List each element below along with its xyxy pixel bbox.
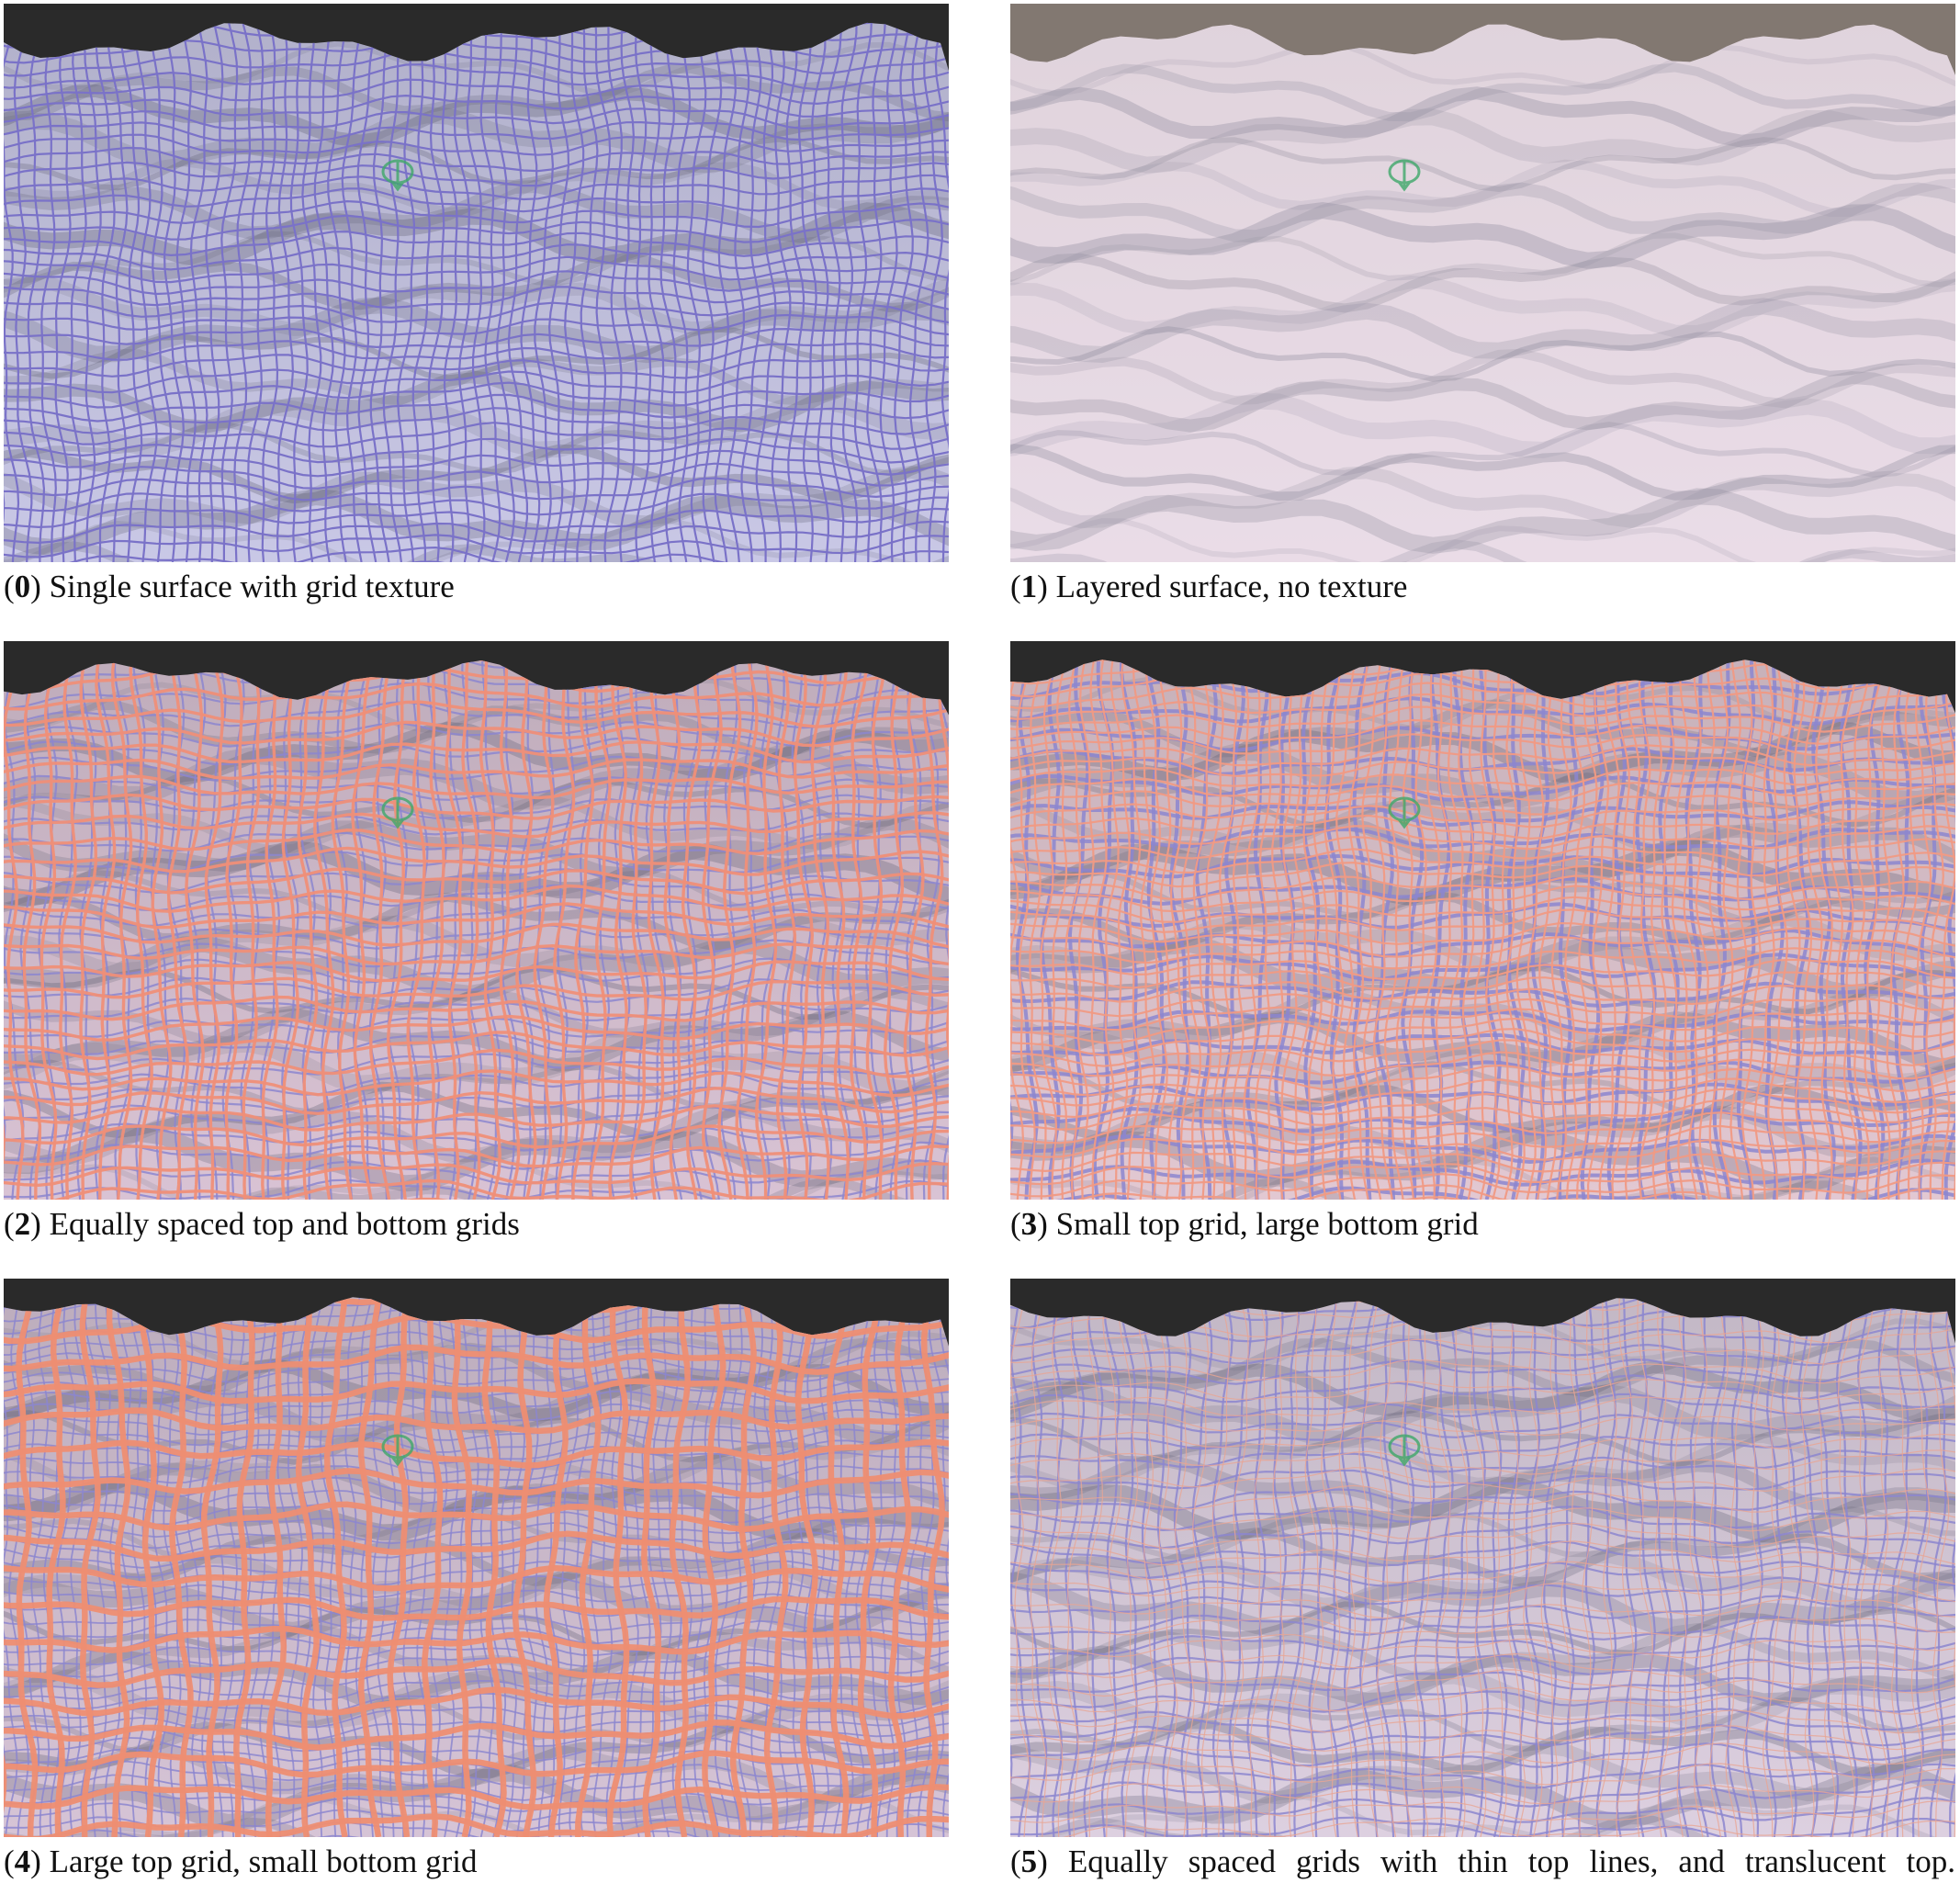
surface-render-2 <box>4 641 949 1200</box>
caption-text-0: Single surface with grid texture <box>49 569 455 604</box>
caption-text-1: Layered surface, no texture <box>1055 569 1408 604</box>
caption-text-4: Large top grid, small bottom grid <box>49 1844 478 1879</box>
caption-0: (0) Single surface with grid texture <box>4 569 455 604</box>
caption-1: (1) Layered surface, no texture <box>1010 569 1408 604</box>
caption-2: (2) Equally spaced top and bottom grids <box>4 1206 520 1242</box>
caption-3: (3) Small top grid, large bottom grid <box>1010 1206 1479 1242</box>
surface-render-3 <box>1010 641 1955 1200</box>
surface-render-0 <box>4 4 949 562</box>
surface-image-3 <box>1010 641 1955 1200</box>
caption-text-2: Equally spaced top and bottom grids <box>49 1206 520 1242</box>
figure-panel-5: (5) Equally spaced grids with thin top l… <box>1010 1279 1955 1879</box>
surface-image-4 <box>4 1279 949 1837</box>
figure-panel-3: (3) Small top grid, large bottom grid <box>1010 641 1955 1242</box>
surface-image-1 <box>1010 4 1955 562</box>
figure-panel-2: (2) Equally spaced top and bottom grids <box>4 641 949 1242</box>
caption-4: (4) Large top grid, small bottom grid <box>4 1844 478 1879</box>
caption-number-0: 0 <box>14 569 31 604</box>
surface-render-4 <box>4 1279 949 1837</box>
caption-text-5: Equally spaced grids with thin top lines… <box>1067 1844 1955 1879</box>
figure-panel-0: (0) Single surface with grid texture <box>4 4 949 604</box>
surface-image-2 <box>4 641 949 1200</box>
caption-5: (5) Equally spaced grids with thin top l… <box>1010 1844 1955 1879</box>
surface-image-0 <box>4 4 949 562</box>
caption-number-4: 4 <box>14 1844 31 1879</box>
caption-text-3: Small top grid, large bottom grid <box>1055 1206 1479 1242</box>
caption-number-3: 3 <box>1020 1206 1038 1242</box>
caption-number-5: 5 <box>1020 1844 1038 1879</box>
caption-number-2: 2 <box>14 1206 31 1242</box>
surface-render-1 <box>1010 4 1955 562</box>
figure-panel-4: (4) Large top grid, small bottom grid <box>4 1279 949 1879</box>
caption-number-1: 1 <box>1020 569 1038 604</box>
surface-image-5 <box>1010 1279 1955 1837</box>
surface-render-5 <box>1010 1279 1955 1837</box>
figure-panel-1: (1) Layered surface, no texture <box>1010 4 1955 604</box>
